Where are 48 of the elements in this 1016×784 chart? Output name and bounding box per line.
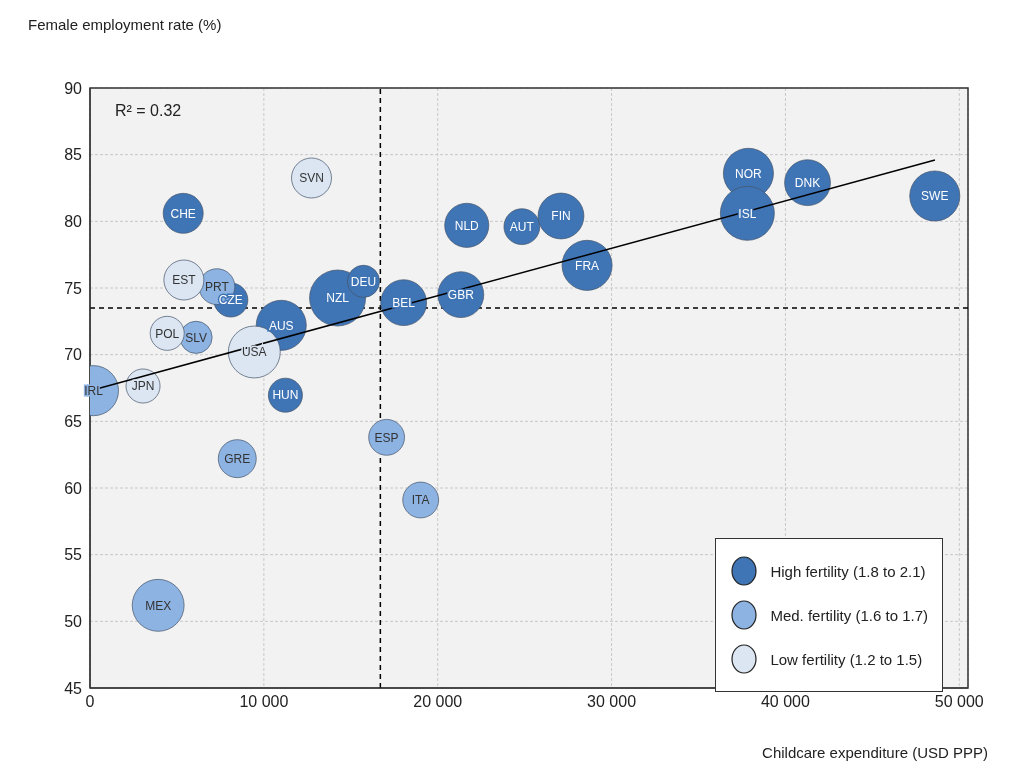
x-tick-label: 30 000 [587, 693, 637, 711]
data-label: FRA [575, 258, 600, 273]
data-label: NZL [326, 291, 350, 306]
x-tick-label: 40 000 [760, 693, 811, 711]
y-tick-label: 45 [64, 679, 83, 697]
data-label: CHE [170, 206, 196, 221]
y-tick-label: 60 [64, 479, 83, 497]
legend-label: Low fertility (1.2 to 1.5) [770, 650, 923, 668]
data-label: CZE [218, 293, 243, 308]
y-tick-label: 85 [64, 146, 83, 164]
data-label: HUN [272, 388, 299, 403]
data-label: POL [155, 326, 180, 341]
y-tick-label: 75 [64, 279, 83, 297]
y-tick-label: 70 [64, 346, 83, 364]
legend-label: Med. fertility (1.6 to 1.7) [770, 606, 928, 624]
data-label: ESP [374, 430, 399, 445]
data-label: ISL [738, 206, 757, 221]
y-tick-label: 90 [64, 79, 83, 97]
data-label: GBR [447, 287, 475, 302]
x-tick-label: 10 000 [239, 693, 289, 711]
y-tick-label: 55 [64, 546, 83, 564]
data-label: JPN [131, 379, 155, 394]
data-label: SWE [921, 189, 949, 204]
data-label: AUT [509, 219, 535, 234]
y-tick-label: 65 [64, 413, 83, 431]
data-label: DEU [350, 274, 377, 289]
x-tick-label: 20 000 [413, 693, 463, 711]
data-label: SLV [185, 330, 207, 345]
data-label: MEX [145, 598, 172, 613]
data-label: NOR [735, 166, 763, 181]
legend-label: High fertility (1.8 to 2.1) [770, 562, 926, 580]
data-label: ITA [411, 493, 430, 508]
x-tick-label: 0 [85, 693, 95, 711]
data-label: GRE [224, 451, 251, 466]
data-label: NLD [454, 218, 480, 233]
data-label: PRT [205, 279, 230, 294]
y-tick-label: 50 [64, 613, 83, 631]
annotation: R² = 0.32 [115, 102, 182, 120]
data-label: DNK [794, 175, 821, 190]
data-label: FIN [551, 209, 571, 224]
y-tick-label: 80 [64, 213, 83, 231]
y-axis-title: Female employment rate (%) [28, 16, 222, 33]
data-label: USA [241, 345, 267, 360]
x-axis-title: Childcare expenditure (USD PPP) [762, 744, 988, 761]
x-tick-label: 50 000 [934, 693, 984, 711]
data-label: AUS [268, 318, 294, 333]
data-label: SVN [299, 171, 324, 186]
data-label: EST [172, 273, 197, 288]
